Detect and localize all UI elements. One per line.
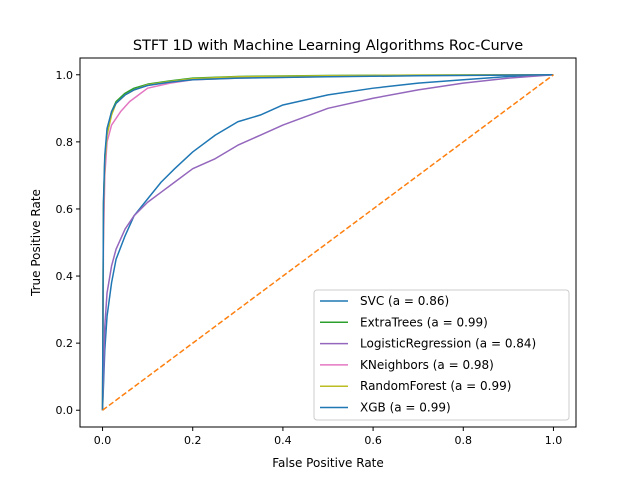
x-axis-ticks: 0.0 0.2 0.4 0.6 0.8 1.0 xyxy=(94,427,562,447)
series-line-2 xyxy=(101,74,554,411)
y-axis-label: True Positive Rate xyxy=(29,189,43,297)
legend-label-2: LogisticRegression (a = 0.84) xyxy=(360,337,536,351)
series-line-0 xyxy=(101,74,554,411)
legend-label-3: KNeighbors (a = 0.98) xyxy=(360,358,494,372)
x-tick-label: 0.0 xyxy=(94,434,112,447)
y-tick-label: 1.0 xyxy=(56,69,74,82)
x-axis-label: False Positive Rate xyxy=(272,456,384,470)
reference-diagonal-line xyxy=(102,74,554,411)
legend-label-0: SVC (a = 0.86) xyxy=(360,294,449,308)
y-tick-label: 0.2 xyxy=(56,337,74,350)
x-tick-label: 0.6 xyxy=(364,434,382,447)
y-tick-label: 0.8 xyxy=(56,136,74,149)
x-tick-label: 0.2 xyxy=(184,434,202,447)
x-tick-label: 0.8 xyxy=(455,434,473,447)
x-tick-label: 1.0 xyxy=(545,434,563,447)
y-tick-label: 0.0 xyxy=(56,404,74,417)
y-tick-label: 0.4 xyxy=(56,270,74,283)
legend: SVC (a = 0.86) ExtraTrees (a = 0.99) Logis… xyxy=(313,289,570,421)
axes-frame xyxy=(79,57,577,428)
x-tick-label: 0.4 xyxy=(274,434,292,447)
plot-area xyxy=(101,74,554,411)
y-tick-label: 0.6 xyxy=(56,203,74,216)
y-axis-ticks: 0.0 0.2 0.4 0.6 0.8 1.0 xyxy=(56,69,80,417)
chart-title: STFT 1D with Machine Learning Algorithms… xyxy=(133,38,523,54)
legend-label-1: ExtraTrees (a = 0.99) xyxy=(360,315,488,329)
legend-label-4: RandomForest (a = 0.99) xyxy=(360,379,511,393)
legend-box xyxy=(313,289,570,421)
legend-label-5: XGB (a = 0.99) xyxy=(360,401,451,415)
series-line-5 xyxy=(101,74,554,411)
